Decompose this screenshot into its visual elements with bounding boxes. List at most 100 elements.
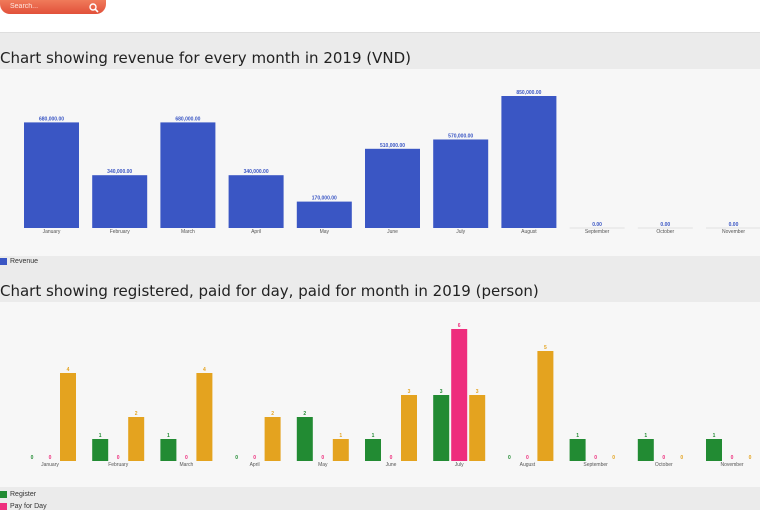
register-value-label: 1 <box>99 433 102 439</box>
revenue-chart-panel: 680,000.00 January 340,000.00 February 680,0… <box>0 69 760 256</box>
register-legend-label: Register <box>10 491 37 498</box>
top-bar <box>0 0 760 33</box>
legend-pay-for-day: Pay for Day <box>0 503 47 510</box>
pay-for-month-bar-july <box>469 395 486 461</box>
registration-month-label: July <box>455 462 464 468</box>
revenue-value-label: 170,000.00 <box>312 196 337 202</box>
revenue-bar-july <box>433 139 489 228</box>
revenue-value-label: 510,000.00 <box>380 143 405 149</box>
revenue-legend: Revenue <box>0 258 38 265</box>
pay-for-day-legend-label: Pay for Day <box>10 503 47 510</box>
registration-month-label: January <box>41 462 59 468</box>
registration-month-label: October <box>655 462 673 468</box>
register-value-label: 1 <box>713 433 716 439</box>
pay-for-month-bar-january <box>60 373 76 461</box>
registration-month-label: April <box>250 462 260 468</box>
pay-for-day-value-label: 0 <box>49 455 52 461</box>
register-bar-july <box>433 395 450 461</box>
registration-month-label: March <box>179 462 193 468</box>
revenue-month-label: July <box>456 229 465 235</box>
revenue-month-label: August <box>521 229 537 235</box>
register-value-label: 0 <box>508 455 511 461</box>
revenue-legend-label: Revenue <box>10 258 39 265</box>
revenue-value-label: 0.00 <box>660 222 670 228</box>
pay-for-month-value-label: 4 <box>203 367 206 373</box>
pay-for-day-value-label: 0 <box>731 455 734 461</box>
revenue-chart-title: Chart showing revenue for every month in… <box>0 49 412 67</box>
revenue-value-label: 340,000.00 <box>107 169 132 175</box>
search-icon[interactable] <box>88 1 100 13</box>
revenue-value-label: 850,000.00 <box>516 90 541 96</box>
revenue-value-label: 340,000.00 <box>244 169 269 175</box>
revenue-chart: 680,000.00 January 340,000.00 February 680,0… <box>24 90 760 235</box>
pay-for-month-bar-august <box>537 351 554 461</box>
register-value-label: 0 <box>235 455 238 461</box>
revenue-value-label: 680,000.00 <box>39 116 64 122</box>
legend-register: Register <box>0 491 36 498</box>
pay-for-day-value-label: 0 <box>253 455 256 461</box>
pay-for-month-value-label: 2 <box>135 411 138 417</box>
revenue-value-label: 570,000.00 <box>448 133 473 139</box>
register-bar-february <box>92 439 109 461</box>
pay-for-month-value-label: 3 <box>408 389 411 395</box>
revenue-month-label: October <box>656 229 674 235</box>
revenue-month-label: September <box>585 229 610 235</box>
pay-for-day-value-label: 0 <box>662 455 665 461</box>
register-value-label: 1 <box>372 433 375 439</box>
pay-for-day-legend-swatch <box>0 503 7 510</box>
register-value-label: 1 <box>644 433 647 439</box>
register-value-label: 0 <box>31 455 34 461</box>
pay-for-month-value-label: 4 <box>67 367 70 373</box>
registration-month-label: May <box>318 462 328 468</box>
revenue-bar-march <box>160 122 216 228</box>
revenue-bar-august <box>501 96 557 228</box>
register-bar-october <box>637 439 654 461</box>
pay-for-day-bar-july <box>451 329 468 461</box>
pay-for-month-value-label: 2 <box>271 411 274 417</box>
revenue-value-label: 0.00 <box>592 222 602 228</box>
revenue-month-label: January <box>43 229 61 235</box>
pay-for-month-value-label: 0 <box>749 455 752 461</box>
revenue-bar-may <box>296 201 352 228</box>
pay-for-day-value-label: 0 <box>117 455 120 461</box>
revenue-month-label: May <box>320 229 330 235</box>
registration-month-label: November <box>720 462 743 468</box>
revenue-month-label: February <box>110 229 131 235</box>
pay-for-month-value-label: 1 <box>339 433 342 439</box>
registration-chart-title: Chart showing registered, paid for day, … <box>0 282 539 300</box>
register-legend-swatch <box>0 491 7 498</box>
revenue-value-label: 680,000.00 <box>175 116 200 122</box>
registration-month-label: February <box>108 462 129 468</box>
revenue-bar-april <box>228 175 284 228</box>
revenue-bar-june <box>365 148 420 228</box>
pay-for-day-value-label: 0 <box>185 455 188 461</box>
register-value-label: 1 <box>167 433 170 439</box>
register-bar-march <box>160 439 177 461</box>
register-value-label: 3 <box>440 389 443 395</box>
pay-for-month-value-label: 5 <box>544 345 547 351</box>
revenue-legend-swatch <box>0 258 7 265</box>
pay-for-month-value-label: 0 <box>612 455 615 461</box>
revenue-value-label: 0.00 <box>729 222 739 228</box>
revenue-month-label: April <box>251 229 261 235</box>
pay-for-day-value-label: 6 <box>458 323 461 329</box>
register-value-label: 1 <box>576 433 579 439</box>
pay-for-month-bar-june <box>401 395 417 461</box>
revenue-bar-january <box>24 122 79 228</box>
revenue-bar-february <box>92 175 148 228</box>
pay-for-day-value-label: 0 <box>321 455 324 461</box>
register-bar-november <box>706 439 722 461</box>
pay-for-month-bar-april <box>264 417 281 461</box>
registration-month-label: August <box>520 462 536 468</box>
pay-for-day-value-label: 0 <box>526 455 529 461</box>
revenue-month-label: June <box>387 229 398 235</box>
search-input[interactable] <box>10 1 88 12</box>
search-box[interactable] <box>0 0 106 14</box>
registration-month-label: June <box>386 462 397 468</box>
pay-for-month-bar-may <box>332 439 349 461</box>
pay-for-month-bar-march <box>196 373 213 461</box>
revenue-month-label: March <box>181 229 195 235</box>
pay-for-day-value-label: 0 <box>594 455 597 461</box>
register-bar-may <box>296 417 313 461</box>
